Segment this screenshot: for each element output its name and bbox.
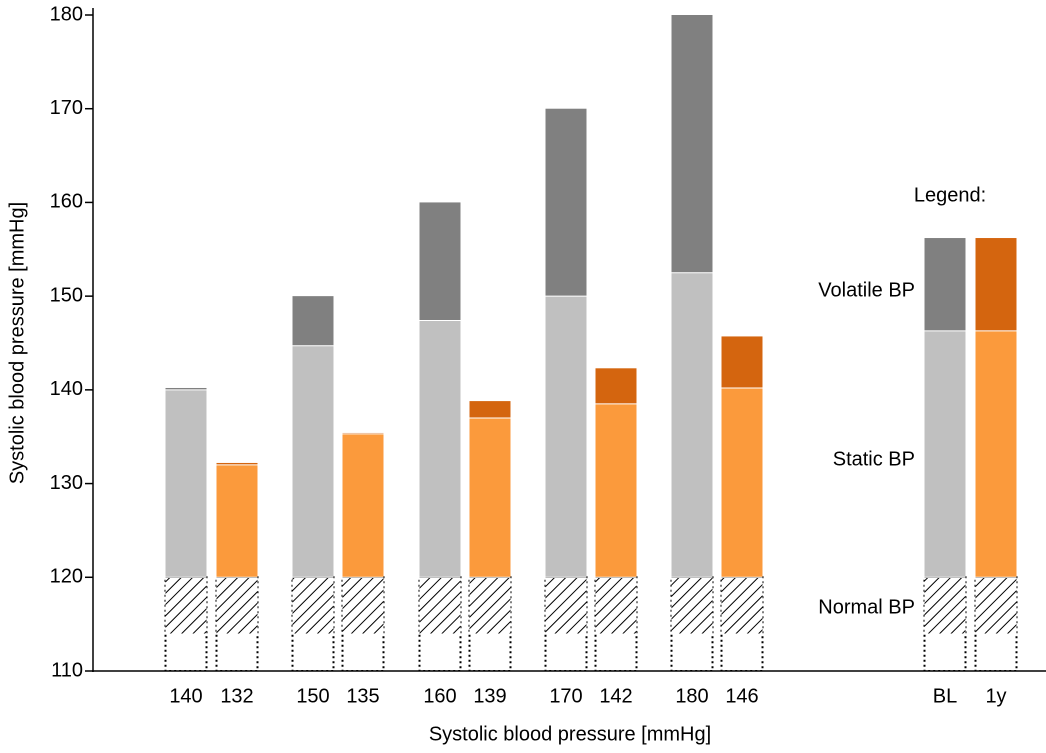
normal-hatch bbox=[469, 577, 511, 634]
y-tick-label: 130 bbox=[50, 472, 83, 494]
bar-segment bbox=[671, 272, 713, 578]
bar-segment bbox=[975, 238, 1017, 331]
bar-segment bbox=[469, 417, 511, 578]
bar-segment bbox=[924, 238, 966, 331]
x-tick-label: 150 bbox=[296, 685, 329, 707]
y-tick-label: 140 bbox=[50, 378, 83, 400]
x-tick-label: 180 bbox=[675, 685, 708, 707]
bar-segment bbox=[924, 330, 966, 578]
bar-segment bbox=[292, 296, 334, 346]
normal-hatch bbox=[595, 577, 637, 634]
legend-label: Volatile BP bbox=[818, 279, 915, 301]
x-tick-label: 142 bbox=[599, 685, 632, 707]
bar-segment bbox=[671, 15, 713, 273]
bar-segment bbox=[419, 320, 461, 578]
y-tick-label: 150 bbox=[50, 284, 83, 306]
bar-segment bbox=[165, 387, 207, 390]
x-tick-label: 146 bbox=[725, 685, 758, 707]
normal-hatch bbox=[545, 577, 587, 634]
bar-segment bbox=[975, 330, 1017, 578]
x-tick-label: 160 bbox=[423, 685, 456, 707]
normal-hatch bbox=[216, 577, 258, 634]
x-tick-label: 139 bbox=[473, 685, 506, 707]
normal-hatch bbox=[721, 577, 763, 634]
x-tick-label: 140 bbox=[169, 685, 202, 707]
normal-hatch bbox=[292, 577, 334, 634]
x-tick-label: 132 bbox=[220, 685, 253, 707]
legend-label: Static BP bbox=[833, 448, 915, 470]
x-tick-label: 170 bbox=[549, 685, 582, 707]
bars bbox=[164, 15, 1018, 671]
bar-segment bbox=[216, 462, 258, 465]
bar-segment bbox=[721, 336, 763, 388]
y-axis-label: Systolic blood pressure [mmHg] bbox=[6, 202, 28, 484]
normal-hatch bbox=[419, 577, 461, 634]
x-tick-label: 135 bbox=[346, 685, 379, 707]
y-tick-label: 180 bbox=[50, 3, 83, 25]
x-tick-label: 1y bbox=[985, 685, 1006, 707]
normal-hatch bbox=[975, 577, 1017, 634]
legend-label: Normal BP bbox=[818, 596, 915, 618]
bar-segment bbox=[469, 401, 511, 418]
x-axis-label: Systolic blood pressure [mmHg] bbox=[429, 723, 711, 745]
normal-hatch bbox=[924, 577, 966, 634]
bar-segment bbox=[342, 433, 384, 578]
y-tick-label: 120 bbox=[50, 566, 83, 588]
bar-segment bbox=[545, 296, 587, 578]
y-tick-label: 170 bbox=[50, 97, 83, 119]
normal-hatch bbox=[165, 577, 207, 634]
bar-segment bbox=[419, 202, 461, 321]
bar-segment bbox=[595, 368, 637, 404]
y-tick-label: 160 bbox=[50, 191, 83, 213]
bar-segment bbox=[216, 464, 258, 578]
bar-segment bbox=[545, 108, 587, 297]
bar-segment bbox=[292, 345, 334, 578]
x-tick-label: BL bbox=[933, 685, 957, 707]
bar-segment bbox=[595, 403, 637, 578]
bar-segment bbox=[165, 389, 207, 578]
normal-hatch bbox=[342, 577, 384, 634]
normal-hatch bbox=[671, 577, 713, 634]
legend-title: Legend: bbox=[914, 184, 986, 206]
bar-segment bbox=[721, 387, 763, 578]
y-tick-label: 110 bbox=[51, 659, 83, 681]
